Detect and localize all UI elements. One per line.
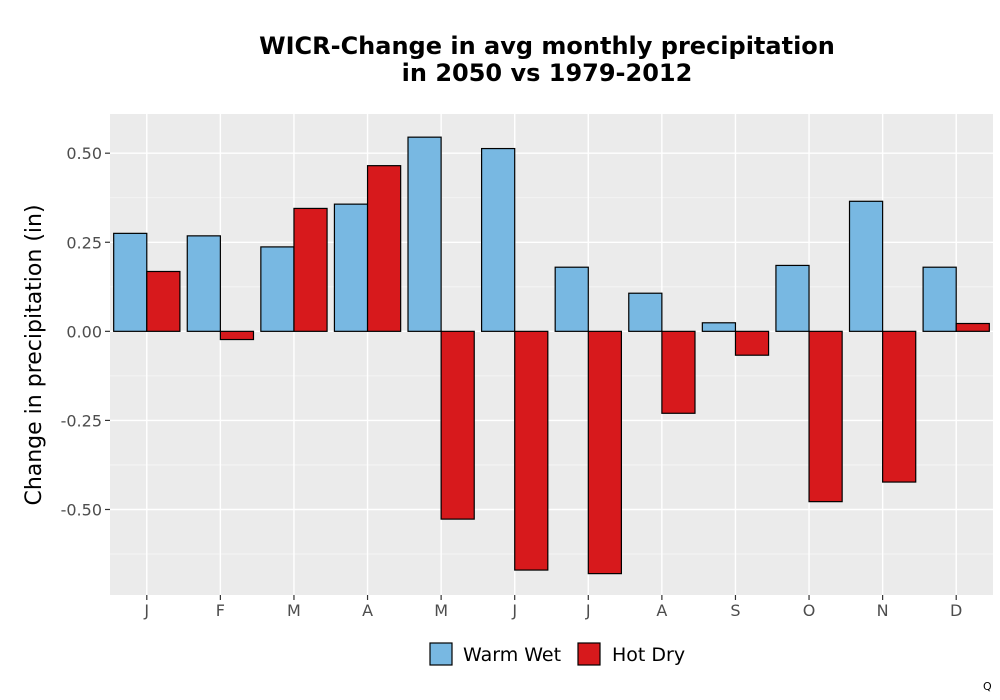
x-tick-label: F <box>216 601 225 620</box>
bar-warm-wet <box>480 147 516 332</box>
y-axis-title: Change in precipitation (in) <box>22 204 47 505</box>
bar-warm-wet <box>554 266 589 332</box>
x-tick-label: J <box>511 601 517 620</box>
bar-hot-dry <box>146 270 181 332</box>
bar-hot-dry <box>955 322 990 332</box>
corner-mark: Q <box>983 680 992 693</box>
x-tick-label: M <box>434 601 448 620</box>
legend-key-hot-dry <box>577 642 601 666</box>
x-tick-label: A <box>362 601 373 620</box>
x-tick-label: A <box>656 601 667 620</box>
bar-hot-dry <box>219 330 255 341</box>
chart-title-line1: WICR-Change in avg monthly precipitation <box>259 32 835 60</box>
bar-warm-wet <box>260 246 295 332</box>
bar-hot-dry <box>661 330 696 414</box>
plot-panel <box>110 114 993 595</box>
y-axis-ticks: -0.50 -0.25 0.00 0.25 0.50 <box>61 144 110 519</box>
bar-hot-dry <box>734 330 770 356</box>
bar-warm-wet <box>113 232 148 332</box>
legend-label-hot-dry: Hot Dry <box>612 644 685 666</box>
x-tick-label: J <box>585 601 591 620</box>
bar-hot-dry <box>293 207 328 332</box>
bar-hot-dry <box>440 330 475 520</box>
x-tick-label: O <box>803 601 816 620</box>
bar-hot-dry <box>514 330 549 571</box>
bar-warm-wet <box>701 322 737 332</box>
bar-warm-wet <box>333 203 369 332</box>
y-tick-label: -0.50 <box>61 500 102 519</box>
bar-warm-wet <box>186 235 221 332</box>
bar-warm-wet <box>628 292 663 332</box>
bars <box>113 136 990 575</box>
bar-hot-dry <box>882 330 917 483</box>
bar-warm-wet <box>775 264 810 332</box>
bar-hot-dry <box>808 330 843 503</box>
y-tick-label: 0.25 <box>66 233 102 252</box>
legend-label-warm-wet: Warm Wet <box>463 644 561 666</box>
bar-hot-dry <box>366 165 402 332</box>
bar-warm-wet <box>922 266 957 332</box>
x-tick-label: S <box>730 601 740 620</box>
bar-hot-dry <box>587 330 623 575</box>
y-tick-label: -0.25 <box>61 411 102 430</box>
y-tick-label: 0.50 <box>66 144 102 163</box>
x-tick-label: N <box>877 601 889 620</box>
bar-warm-wet <box>407 136 442 332</box>
x-tick-label: M <box>287 601 301 620</box>
legend: Warm Wet Hot Dry <box>429 642 685 666</box>
chart-title-line2: in 2050 vs 1979-2012 <box>402 59 693 87</box>
x-tick-label: J <box>143 601 149 620</box>
x-tick-label: D <box>950 601 962 620</box>
y-tick-label: 0.00 <box>66 322 102 341</box>
bar-warm-wet <box>848 200 884 332</box>
legend-key-warm-wet <box>429 642 453 666</box>
